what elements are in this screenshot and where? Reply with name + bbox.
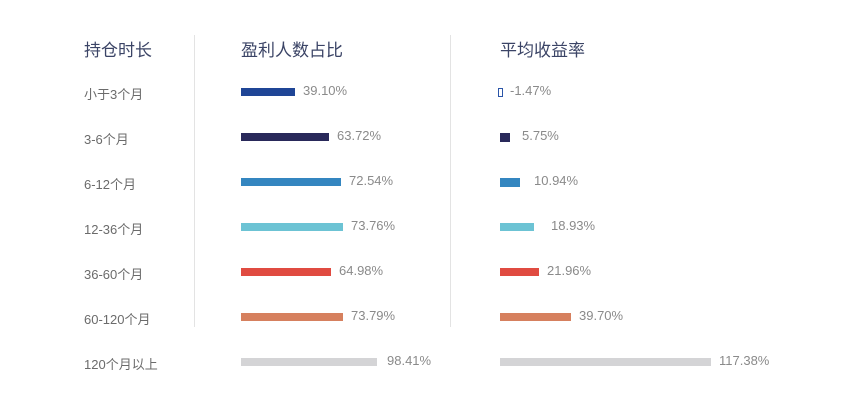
profit-ratio-bar — [241, 223, 343, 231]
row-label: 3-6个月 — [84, 132, 129, 147]
header-avg-return: 平均收益率 — [500, 41, 585, 60]
profit-ratio-bar — [241, 88, 295, 96]
header-profit-ratio: 盈利人数占比 — [241, 41, 343, 60]
profit-ratio-value: 63.72% — [337, 128, 382, 143]
row-label: 36-60个月 — [84, 267, 144, 282]
avg-return-value: 18.93% — [551, 218, 596, 233]
profit-ratio-bar — [241, 178, 341, 186]
profit-ratio-bar — [241, 358, 377, 366]
row-label: 12-36个月 — [84, 222, 144, 237]
profit-ratio-value: 73.79% — [351, 308, 396, 323]
avg-return-value: -1.47% — [510, 83, 552, 98]
column-divider-1 — [194, 35, 195, 327]
avg-return-value: 39.70% — [579, 308, 624, 323]
profit-ratio-value: 72.54% — [349, 173, 394, 188]
header-duration: 持仓时长 — [84, 41, 152, 60]
avg-return-bar — [500, 313, 571, 321]
profit-ratio-bar — [241, 268, 331, 276]
column-divider-2 — [450, 35, 451, 327]
row-label: 小于3个月 — [84, 87, 144, 102]
profit-ratio-value: 73.76% — [351, 218, 396, 233]
avg-return-bar — [500, 268, 539, 276]
row-label: 6-12个月 — [84, 177, 137, 192]
avg-return-value: 21.96% — [547, 263, 592, 278]
avg-return-bar — [500, 178, 520, 187]
avg-return-bar — [500, 358, 711, 366]
avg-return-value: 117.38% — [719, 353, 770, 368]
profit-ratio-value: 64.98% — [339, 263, 384, 278]
avg-return-bar — [500, 223, 534, 231]
profit-ratio-bar — [241, 133, 329, 141]
avg-return-bar — [500, 133, 510, 142]
profit-ratio-value: 98.41% — [387, 353, 432, 368]
avg-return-value: 5.75% — [522, 128, 559, 143]
row-label: 60-120个月 — [84, 312, 151, 327]
avg-return-bar — [498, 88, 503, 97]
profit-ratio-value: 39.10% — [303, 83, 348, 98]
row-label: 120个月以上 — [84, 357, 158, 372]
profit-ratio-bar — [241, 313, 343, 321]
avg-return-value: 10.94% — [534, 173, 579, 188]
